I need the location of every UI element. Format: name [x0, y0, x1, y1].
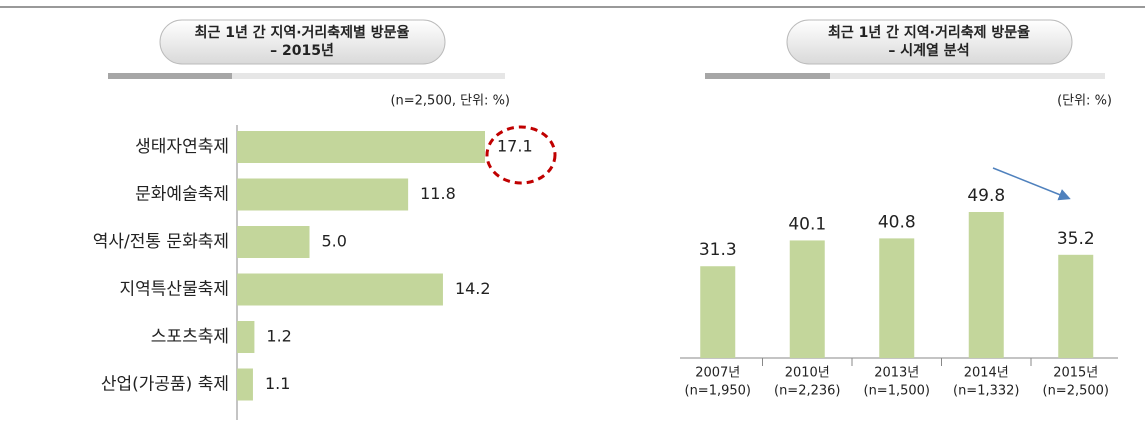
bar	[700, 266, 736, 358]
category-label: 역사/전통 문화축제	[93, 232, 229, 252]
chart-subtitle: – 시계열 분석	[888, 42, 969, 59]
bar	[237, 273, 443, 306]
divider-accent	[108, 73, 232, 79]
sample-size: (n=2,236)	[774, 384, 841, 399]
bar	[237, 321, 255, 353]
bar	[237, 131, 485, 163]
title-pill	[786, 19, 1073, 65]
category-label: 지역특산물축제	[120, 280, 229, 300]
value-label: 35.2	[1057, 229, 1095, 249]
bar	[968, 212, 1004, 358]
divider-accent	[705, 73, 830, 79]
bar	[237, 368, 253, 401]
sample-size: (n=1,950)	[685, 384, 752, 399]
value-label: 14.2	[455, 279, 491, 298]
value-label: 17.1	[497, 137, 533, 156]
value-label: 31.3	[699, 240, 737, 260]
highlight-circle	[485, 125, 557, 185]
note: (단위: %)	[1057, 94, 1112, 109]
value-label: 1.2	[266, 327, 291, 346]
divider	[705, 73, 1105, 79]
value-label: 40.8	[878, 212, 916, 232]
category-label: 문화예술축제	[135, 185, 229, 205]
bar	[1058, 254, 1094, 358]
sample-size: (n=1,332)	[953, 384, 1020, 399]
x-tick-label: 2014년	[964, 366, 1009, 381]
bar	[879, 238, 915, 358]
x-tick-label: 2010년	[785, 366, 830, 381]
bar	[789, 240, 825, 358]
x-tick-label: 2015년	[1053, 366, 1098, 381]
category-label: 생태자연축제	[135, 137, 229, 157]
value-label: 1.1	[265, 374, 290, 393]
value-label: 49.8	[967, 186, 1005, 206]
category-label: 스포츠축제	[151, 327, 229, 347]
value-label: 11.8	[420, 184, 456, 203]
bar	[237, 178, 409, 211]
category-label: 산업(가공품) 축제	[101, 375, 229, 395]
x-tick-label: 2007년	[695, 366, 740, 381]
note: (n=2,500, 단위: %)	[390, 94, 510, 109]
chart-subtitle: – 2015년	[270, 43, 334, 59]
chart-title: 최근 1년 간 지역·거리축제 방문율	[828, 24, 1030, 41]
chart-title: 최근 1년 간 지역·거리축제별 방문율	[195, 24, 410, 41]
value-label: 40.1	[788, 214, 826, 234]
sample-size: (n=2,500)	[1043, 384, 1110, 399]
trend-arrow	[992, 167, 1071, 201]
value-label: 5.0	[322, 232, 347, 251]
sample-size: (n=1,500)	[864, 384, 931, 399]
x-tick-label: 2013년	[874, 366, 919, 381]
title-pill	[159, 19, 446, 65]
divider	[108, 73, 505, 79]
bar	[237, 226, 310, 258]
